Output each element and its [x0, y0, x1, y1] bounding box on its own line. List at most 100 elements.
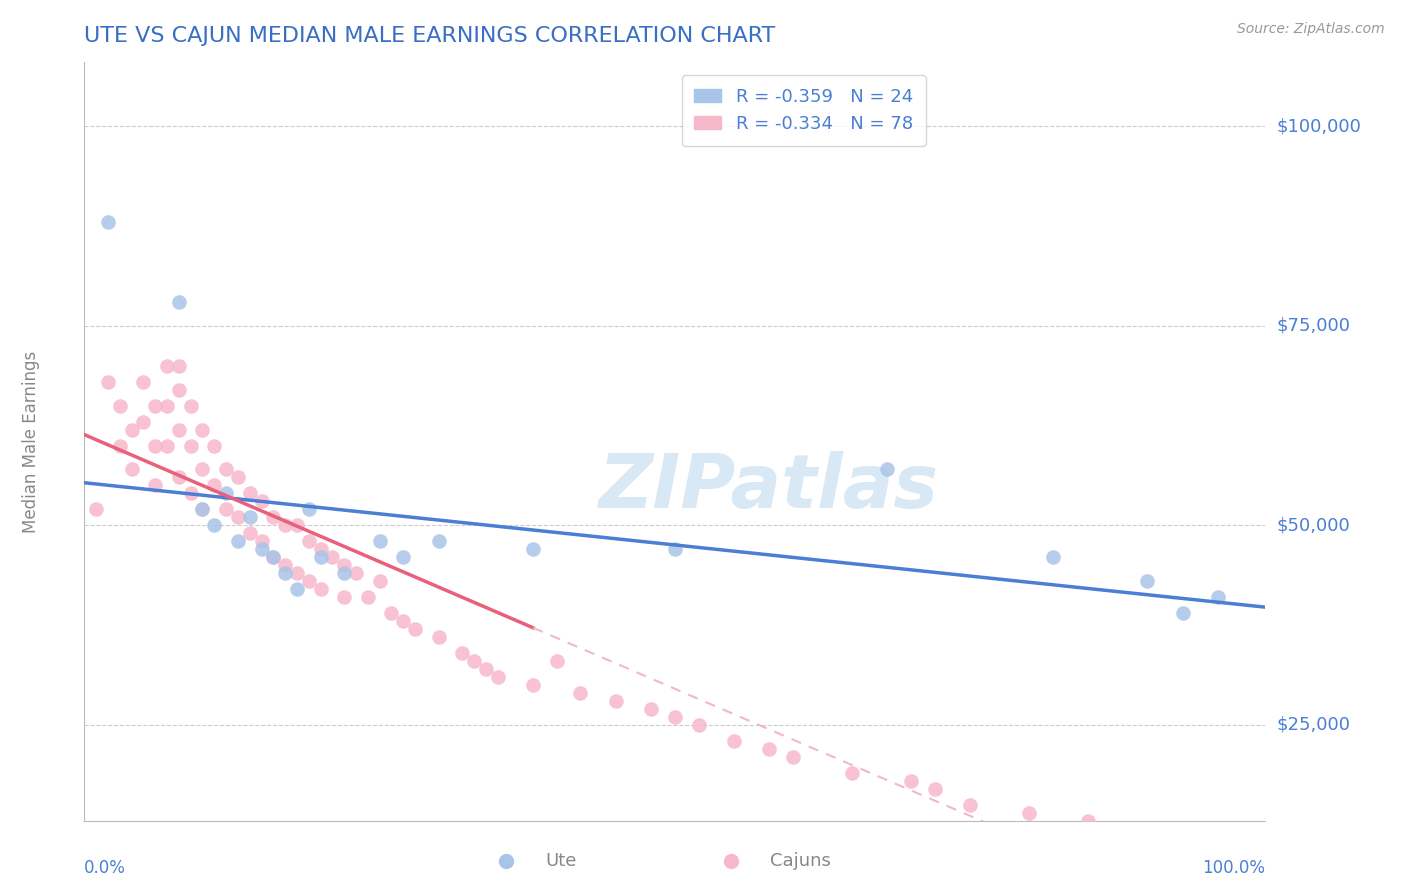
Point — [640, 702, 662, 716]
Point — [262, 550, 284, 565]
Point — [1042, 550, 1064, 565]
Point — [1171, 606, 1194, 620]
Point — [1195, 846, 1218, 860]
Point — [569, 686, 592, 700]
Point — [180, 399, 202, 413]
Point — [605, 694, 627, 708]
Point — [167, 294, 190, 309]
Point — [274, 558, 297, 573]
Point — [121, 462, 143, 476]
Point — [202, 518, 225, 533]
Point — [404, 622, 426, 636]
Point — [1160, 838, 1182, 852]
Text: $75,000: $75,000 — [1277, 317, 1351, 334]
Point — [298, 534, 321, 549]
Point — [344, 566, 367, 581]
Point — [191, 423, 214, 437]
Point — [1112, 830, 1135, 844]
Point — [180, 486, 202, 500]
Point — [427, 534, 450, 549]
Point — [121, 423, 143, 437]
Point — [333, 558, 356, 573]
Point — [262, 550, 284, 565]
Point — [368, 534, 391, 549]
Point — [285, 566, 308, 581]
Text: Median Male Earnings: Median Male Earnings — [22, 351, 41, 533]
Text: 100.0%: 100.0% — [1202, 858, 1265, 877]
Point — [250, 494, 273, 508]
Point — [239, 486, 262, 500]
Point — [226, 470, 249, 484]
Point — [392, 550, 415, 565]
Point — [309, 542, 332, 557]
Point — [298, 574, 321, 589]
Point — [782, 749, 804, 764]
Point — [132, 375, 155, 389]
Point — [143, 399, 166, 413]
Point — [167, 383, 190, 397]
Point — [924, 781, 946, 796]
Point — [108, 399, 131, 413]
Point — [522, 678, 544, 692]
Point — [475, 662, 498, 676]
Text: $25,000: $25,000 — [1277, 716, 1351, 734]
Point — [688, 718, 710, 732]
Point — [486, 670, 509, 684]
Point — [132, 415, 155, 429]
Point — [143, 438, 166, 452]
Point — [392, 614, 415, 628]
Point — [156, 438, 179, 452]
Point — [202, 438, 225, 452]
Point — [876, 462, 898, 476]
Text: UTE VS CAJUN MEDIAN MALE EARNINGS CORRELATION CHART: UTE VS CAJUN MEDIAN MALE EARNINGS CORREL… — [84, 26, 776, 45]
Point — [368, 574, 391, 589]
Point — [239, 526, 262, 541]
Text: Ute: Ute — [546, 852, 576, 870]
Point — [239, 510, 262, 524]
Point — [321, 550, 343, 565]
Point — [97, 375, 120, 389]
Point — [167, 359, 190, 373]
Text: Source: ZipAtlas.com: Source: ZipAtlas.com — [1237, 22, 1385, 37]
Point — [333, 566, 356, 581]
Point — [156, 359, 179, 373]
Point — [285, 582, 308, 597]
Point — [758, 741, 780, 756]
Point — [357, 590, 380, 604]
Point — [215, 462, 238, 476]
Point — [522, 542, 544, 557]
Point — [546, 654, 568, 668]
Point — [1206, 590, 1229, 604]
Text: 0.0%: 0.0% — [84, 858, 127, 877]
Point — [463, 654, 485, 668]
Point — [226, 534, 249, 549]
Point — [156, 399, 179, 413]
Point — [97, 215, 120, 229]
Point — [202, 478, 225, 492]
Point — [274, 566, 297, 581]
Point — [262, 510, 284, 524]
Point — [143, 478, 166, 492]
Text: Cajuns: Cajuns — [770, 852, 831, 870]
Point — [451, 646, 474, 660]
Point — [285, 518, 308, 533]
Point — [959, 797, 981, 812]
Point — [215, 502, 238, 516]
Point — [309, 582, 332, 597]
Point — [274, 518, 297, 533]
Point — [226, 510, 249, 524]
Point — [664, 710, 686, 724]
Point — [108, 438, 131, 452]
Point — [427, 630, 450, 644]
Point — [298, 502, 321, 516]
Point — [1077, 814, 1099, 828]
Point — [215, 486, 238, 500]
Point — [167, 470, 190, 484]
Point — [1136, 574, 1159, 589]
Point — [380, 606, 402, 620]
Point — [191, 502, 214, 516]
Point — [191, 462, 214, 476]
Point — [250, 534, 273, 549]
Point — [1018, 805, 1040, 820]
Text: ZIPatlas: ZIPatlas — [599, 450, 939, 524]
